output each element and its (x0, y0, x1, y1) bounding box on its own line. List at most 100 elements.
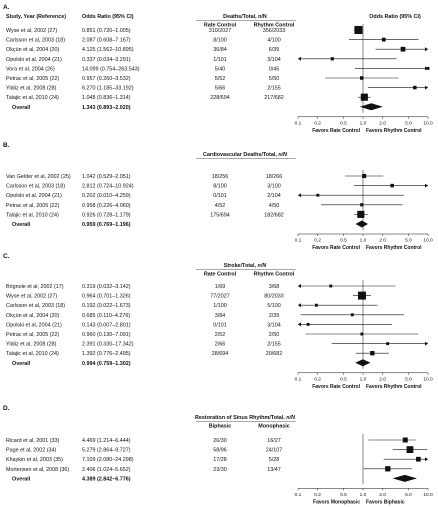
panel-label: C. (3, 253, 10, 260)
study-count-arm2: 217/682 (264, 95, 284, 101)
favors-right-label: Favors Biphasic (366, 499, 405, 505)
study-count-arm2: 3/100 (267, 184, 281, 190)
study-count-arm1: 8/100 (213, 184, 227, 190)
study-label: Talajic et al, 2010 (24) (6, 351, 59, 357)
ci-arrow-left (298, 303, 301, 308)
x-tick-label: 10.0 (423, 238, 433, 244)
study-odds-ratio: 2.812 (0.724–10.924) (82, 184, 134, 190)
study-marker (426, 66, 430, 70)
study-count-arm1: 1/100 (213, 303, 227, 309)
study-marker (402, 437, 408, 443)
study-count-arm1: 1/101 (213, 57, 227, 63)
study-odds-ratio: 14.099 (0.754–263.543) (82, 66, 140, 72)
study-marker (360, 93, 368, 101)
study-marker (360, 203, 364, 207)
study-label: Brignole et al, 2002 (17) (6, 284, 64, 290)
study-label: Carlsson et al, 2003 (18) (6, 303, 65, 309)
ci-arrow-left (298, 56, 301, 61)
x-tick-label: 0.1 (295, 238, 302, 244)
column-header-study: Study, Year (Reference) (6, 14, 66, 20)
study-count-arm1: 77/2027 (210, 294, 230, 300)
study-odds-ratio: 0.851 (0.720–1.005) (82, 28, 131, 34)
study-count-arm1: 26/30 (213, 438, 227, 444)
study-marker (385, 466, 391, 472)
study-label: Mortensen et al, 2008 (36) (6, 467, 69, 473)
study-count-arm2: 18/266 (266, 174, 283, 180)
arm-header-1: Rate Control (204, 272, 237, 278)
forest-panel-d: D. Restoration of Sinus Rhythm/Total, n/N… (3, 405, 433, 505)
ci-arrow-right (425, 457, 428, 462)
study-marker (370, 351, 375, 356)
group-header: Restoration of Sinus Rhythm/Total, n/N (195, 415, 295, 421)
study-label: Talajic et al, 2010 (24) (6, 212, 59, 218)
panel-label: B. (3, 142, 10, 149)
study-odds-ratio: 1.392 (0.776–2.495) (82, 351, 131, 357)
study-count-arm1: 3/84 (215, 313, 226, 319)
study-count-arm1: 0/101 (213, 193, 227, 199)
study-odds-ratio: 0.926 (0.728–1.179) (82, 212, 131, 218)
study-count-arm2: 5/28 (269, 457, 280, 463)
overall-label: Overall (12, 222, 31, 228)
study-count-arm2: 0/45 (269, 66, 280, 72)
study-label: Petrac et al, 2005 (22) (6, 332, 60, 338)
study-odds-ratio: 0.960 (0.130–7.091) (82, 332, 131, 338)
study-count-arm2: 20/682 (266, 351, 283, 357)
overall-label: Overall (12, 476, 31, 482)
study-label: Wyse et al, 2002 (27) (6, 294, 57, 300)
study-odds-ratio: 0.958 (0.226–4.060) (82, 203, 131, 209)
x-tick-label: 1.0 (360, 492, 367, 498)
panel-label: A. (3, 4, 10, 11)
study-label: Carlsson et al, 2003 (18) (6, 184, 65, 190)
overall-odds-ratio: 4.389 (2.842–6.776) (82, 476, 131, 482)
column-header-odds-ratio: Odds Ratio (95% CI) (82, 14, 134, 20)
study-count-arm1: 8/100 (213, 38, 227, 44)
favors-left-label: Favors Monophasic (313, 499, 360, 505)
x-tick-label: 0.2 (314, 120, 321, 126)
favors-right-label: Favors Rhythm Control (366, 384, 422, 390)
study-count-arm1: 310/2027 (209, 28, 231, 34)
study-marker (400, 46, 406, 52)
forest-panel-c: C. Stroke/Total, n/N Rate Control Rhythm Co… (3, 253, 433, 390)
study-marker (350, 313, 354, 317)
study-odds-ratio: 1.042 (0.529–2.051) (82, 174, 131, 180)
study-odds-ratio: 4.125 (1.562–10.895) (82, 47, 134, 53)
x-tick-label: 2.0 (379, 238, 386, 244)
arm-header-1: Biphasic (209, 424, 231, 430)
study-count-arm2: 3/104 (267, 322, 281, 328)
study-count-arm2: 13/47 (267, 467, 281, 473)
study-odds-ratio: 0.964 (0.701–1.326) (82, 294, 131, 300)
x-tick-label: 5.0 (405, 238, 412, 244)
study-odds-ratio: 0.143 (0.007–2.801) (82, 322, 131, 328)
study-count-arm2: 2/104 (267, 193, 281, 199)
study-marker (360, 332, 364, 336)
study-count-arm2: 2/155 (267, 86, 281, 92)
study-odds-ratio: 0.319 (0.032–3.142) (82, 284, 131, 290)
study-label: Opolski et al, 2004 (21) (6, 193, 62, 199)
x-tick-label: 0.2 (314, 376, 321, 382)
group-header: Cardiovascular Deaths/Total, n/N (203, 152, 287, 158)
ci-arrow-right (425, 341, 428, 346)
study-count-arm1: 23/30 (213, 467, 227, 473)
overall-odds-ratio: 1.343 (0.893–2.020) (82, 105, 131, 111)
x-tick-label: 0.2 (314, 492, 321, 498)
study-label: Wyse et al, 2002 (27) (6, 28, 57, 34)
study-odds-ratio: 0.202 (0.010–4.259) (82, 193, 131, 199)
study-count-arm1: 28/694 (212, 351, 229, 357)
study-label: Talajic et al, 2010 (24) (6, 95, 59, 101)
study-label: Yildiz et al, 2008 (28) (6, 86, 57, 92)
study-count-arm1: 0/101 (213, 322, 227, 328)
study-count-arm1: 18/256 (212, 174, 229, 180)
study-marker (306, 322, 310, 326)
study-odds-ratio: 5.279 (2.864–9.727) (82, 448, 131, 454)
study-count-arm2: 3/104 (267, 57, 281, 63)
panel-label: D. (3, 405, 10, 412)
study-count-arm1: 1/69 (215, 284, 226, 290)
favors-left-label: Favors Rate Control (312, 384, 360, 390)
study-count-arm2: 80/2033 (264, 294, 284, 300)
x-tick-label: 5.0 (405, 120, 412, 126)
study-count-arm2: 3/68 (269, 284, 280, 290)
study-marker (330, 57, 334, 61)
study-count-arm2: 4/50 (269, 203, 280, 209)
study-marker (390, 183, 394, 188)
study-marker (406, 446, 414, 453)
